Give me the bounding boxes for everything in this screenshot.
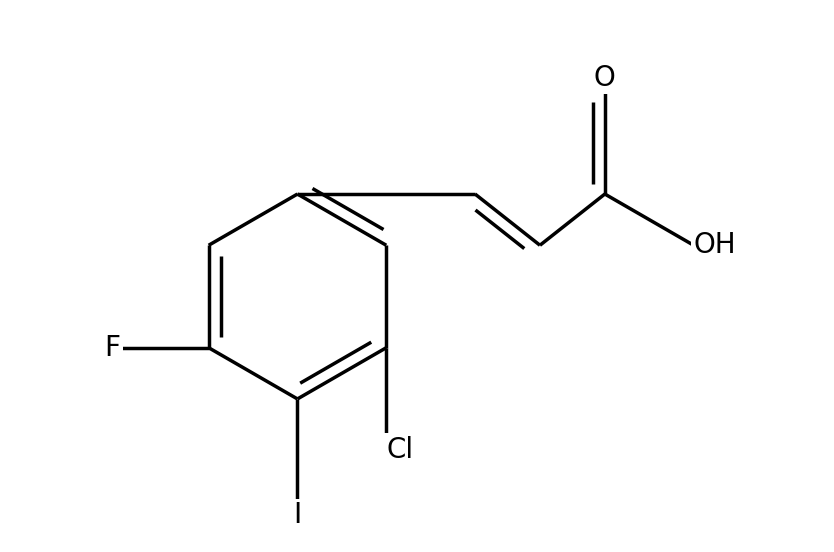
Text: I: I	[294, 501, 302, 529]
Text: O: O	[594, 63, 615, 92]
Text: Cl: Cl	[386, 436, 414, 464]
Text: OH: OH	[694, 231, 736, 259]
Text: F: F	[104, 334, 120, 362]
